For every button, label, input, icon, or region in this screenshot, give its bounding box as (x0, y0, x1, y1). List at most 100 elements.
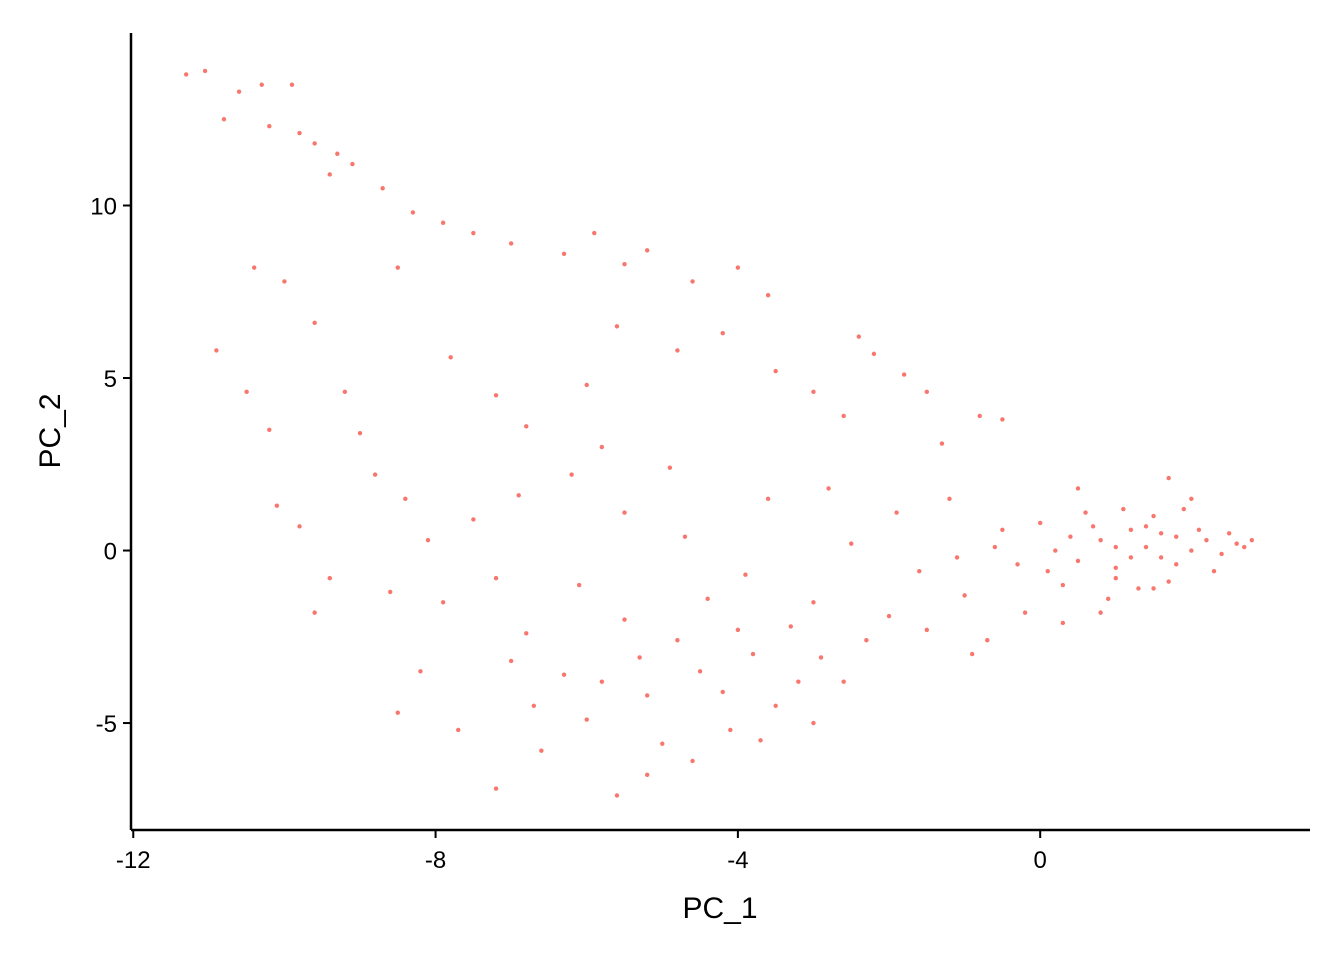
point (1037, 520, 1043, 526)
x-tick-label: -4 (727, 847, 748, 874)
point (1166, 475, 1171, 481)
point (1015, 562, 1020, 567)
point (856, 334, 862, 339)
point (297, 524, 302, 529)
point (644, 693, 650, 698)
point (894, 510, 899, 515)
point (818, 655, 824, 660)
point (1204, 537, 1209, 543)
point (644, 248, 650, 253)
point (410, 210, 416, 215)
point (622, 261, 627, 267)
point (1189, 548, 1194, 553)
point (720, 330, 725, 336)
point (221, 117, 227, 122)
point (614, 324, 620, 329)
point (471, 517, 476, 522)
y-tick-label: 0 (104, 539, 117, 566)
point (350, 161, 355, 167)
point (773, 368, 778, 374)
point (841, 679, 846, 684)
point (418, 669, 423, 674)
point (811, 389, 816, 395)
point (886, 613, 892, 619)
point (901, 372, 907, 377)
y-tick-label: 5 (104, 366, 117, 393)
point (667, 465, 673, 470)
point (1174, 534, 1179, 539)
point (297, 130, 302, 136)
point (259, 82, 264, 87)
point (1143, 544, 1149, 550)
point (327, 172, 332, 177)
point (622, 617, 627, 622)
point (1075, 558, 1081, 564)
point (1090, 524, 1096, 529)
point (1060, 582, 1066, 588)
point (584, 382, 589, 388)
point (765, 293, 771, 298)
point (864, 638, 869, 643)
point (1174, 562, 1179, 567)
point (335, 151, 340, 156)
point (576, 582, 582, 588)
point (440, 600, 446, 605)
point (705, 596, 710, 602)
point (561, 672, 567, 677)
point (841, 413, 846, 419)
point (811, 720, 816, 726)
point (977, 413, 982, 419)
point (251, 265, 257, 270)
point (425, 537, 431, 543)
point (244, 389, 249, 395)
point (1106, 596, 1111, 602)
point (1022, 610, 1028, 615)
point (274, 503, 280, 508)
point (697, 669, 703, 674)
point (1128, 555, 1134, 560)
point (924, 627, 930, 633)
point (569, 472, 574, 477)
point (969, 651, 975, 657)
point (1189, 496, 1194, 501)
point (637, 655, 642, 660)
point (796, 679, 801, 684)
point (599, 679, 605, 684)
point (531, 703, 537, 708)
point (327, 575, 332, 581)
point (599, 444, 605, 450)
point (1083, 510, 1088, 515)
point (202, 68, 208, 74)
point (539, 748, 544, 753)
point (493, 393, 499, 398)
point (1000, 527, 1005, 533)
point (1068, 534, 1073, 539)
point (1113, 565, 1118, 570)
point (811, 600, 816, 605)
point (1128, 527, 1134, 533)
point (524, 631, 529, 636)
point (524, 424, 529, 429)
point (267, 427, 272, 432)
point (312, 610, 317, 615)
point (1045, 569, 1050, 574)
point (735, 265, 741, 270)
point (924, 389, 930, 395)
point (773, 703, 778, 708)
point (380, 186, 385, 191)
point (644, 772, 650, 777)
point (1136, 586, 1141, 591)
point (1151, 586, 1156, 591)
point (312, 320, 317, 326)
point (750, 651, 756, 657)
point (508, 658, 514, 664)
point (440, 220, 446, 225)
x-axis-label: PC_1 (682, 892, 757, 925)
point (448, 355, 453, 360)
point (508, 241, 514, 246)
point (939, 441, 945, 446)
x-tick-label: -8 (425, 847, 446, 874)
point (236, 89, 242, 94)
